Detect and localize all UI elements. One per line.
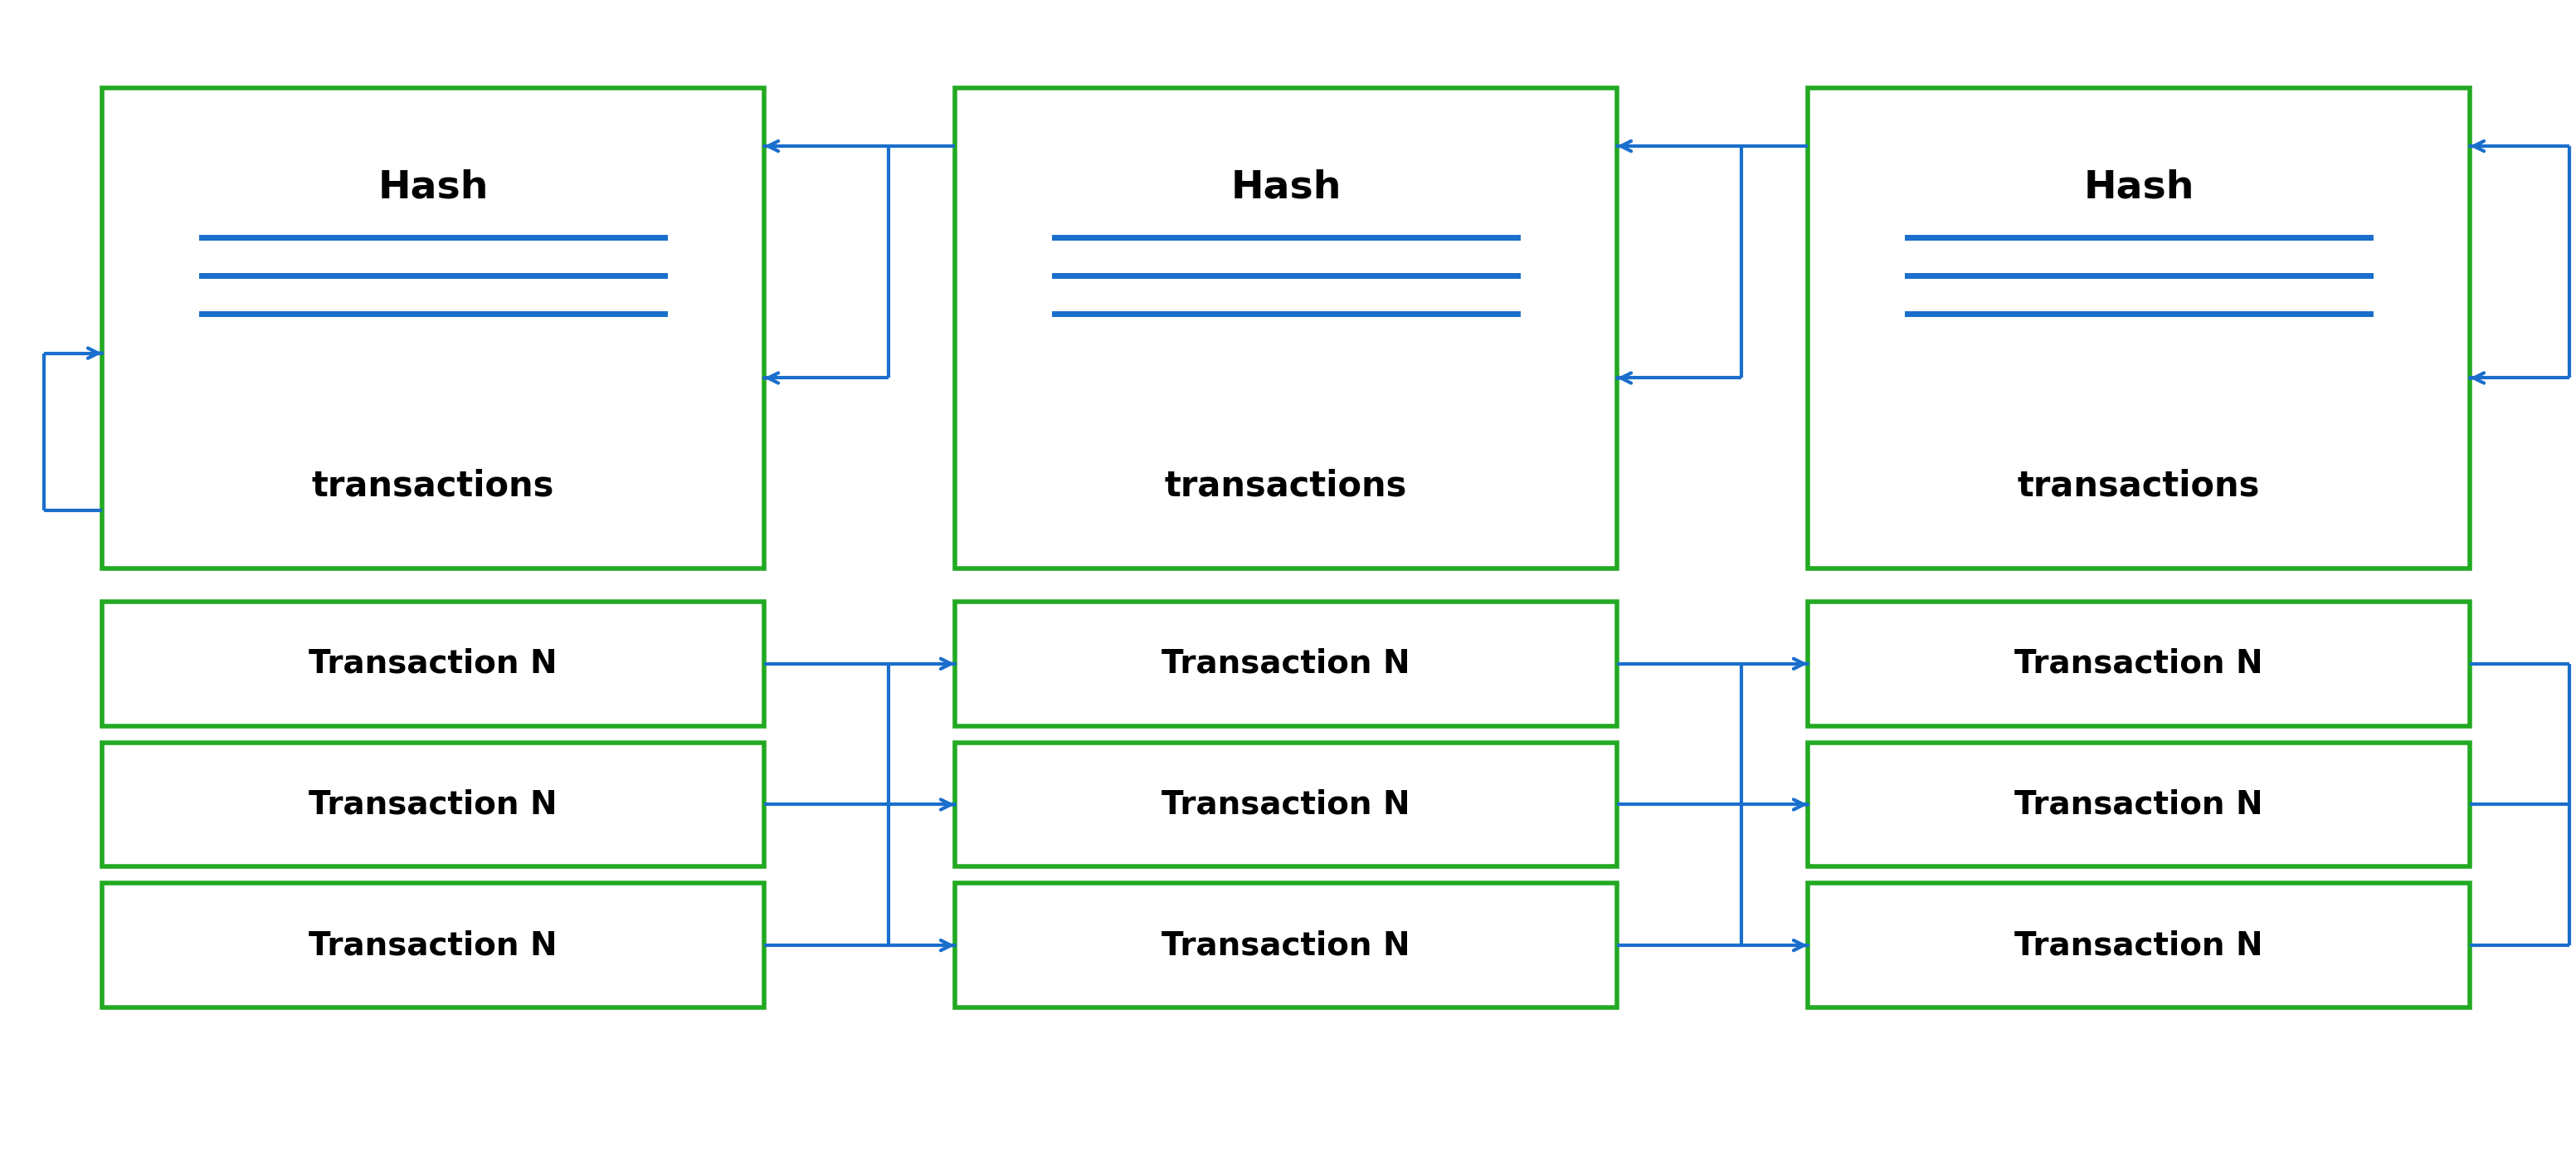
Text: Transaction N: Transaction N [2014, 788, 2264, 821]
Bar [956, 89, 1618, 569]
Bar [1808, 602, 2470, 726]
Bar [103, 602, 765, 726]
Bar [103, 743, 765, 866]
Text: Transaction N: Transaction N [2014, 648, 2264, 680]
Text: transactions: transactions [1164, 469, 1406, 503]
Bar [1808, 743, 2470, 866]
Text: Transaction N: Transaction N [2014, 929, 2264, 961]
Text: transactions: transactions [312, 469, 554, 503]
Bar [1808, 883, 2470, 1007]
Text: Hash: Hash [379, 169, 489, 206]
Bar [956, 602, 1618, 726]
Text: Transaction N: Transaction N [309, 788, 556, 821]
Text: Transaction N: Transaction N [309, 648, 556, 680]
Bar [1808, 89, 2470, 569]
Bar [103, 883, 765, 1007]
Bar [103, 89, 765, 569]
Bar [956, 883, 1618, 1007]
Text: Transaction N: Transaction N [1162, 648, 1409, 680]
Text: transactions: transactions [2017, 469, 2259, 503]
Text: Transaction N: Transaction N [1162, 788, 1409, 821]
Bar [956, 743, 1618, 866]
Text: Transaction N: Transaction N [309, 929, 556, 961]
Text: Transaction N: Transaction N [1162, 929, 1409, 961]
Text: Hash: Hash [1231, 169, 1342, 206]
Text: Hash: Hash [2084, 169, 2195, 206]
